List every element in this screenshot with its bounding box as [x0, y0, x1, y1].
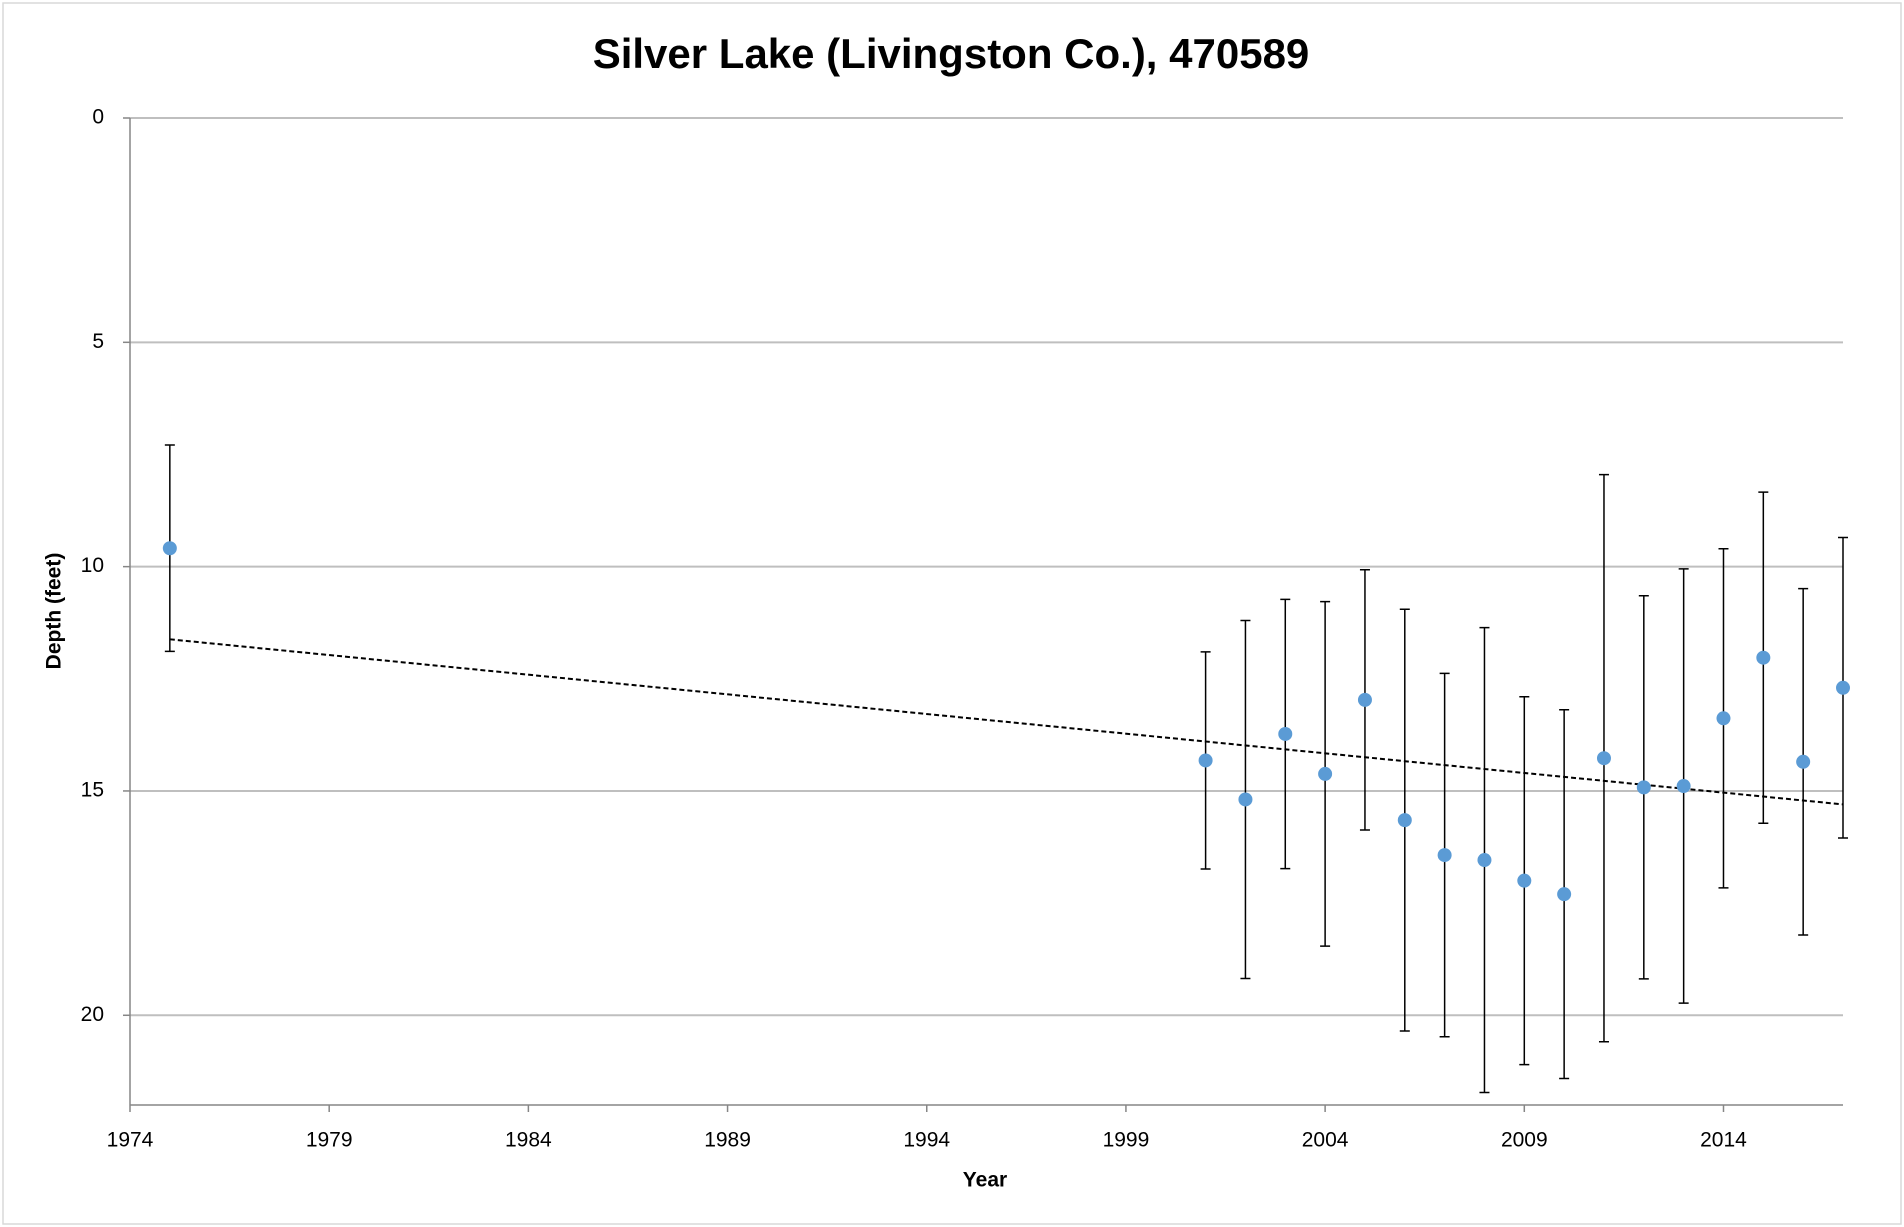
- data-point: [1557, 887, 1572, 902]
- y-tick-label: 20: [81, 1003, 104, 1026]
- data-point: [1477, 853, 1492, 868]
- data-point: [1836, 680, 1850, 695]
- x-tick-label: 1984: [505, 1129, 552, 1152]
- x-tick-label: 1979: [306, 1129, 353, 1152]
- data-point: [1636, 780, 1651, 795]
- chart-title: Silver Lake (Livingston Co.), 470589: [593, 30, 1310, 77]
- data-point: [162, 541, 177, 556]
- data-point: [1437, 848, 1452, 863]
- x-tick-label: 1999: [1103, 1129, 1150, 1152]
- x-tick-label: 1994: [903, 1129, 950, 1152]
- data-point: [1517, 873, 1532, 888]
- data-point: [1198, 753, 1213, 768]
- x-tick-label: 2004: [1302, 1129, 1349, 1152]
- x-tick-label: 1989: [704, 1129, 751, 1152]
- x-tick-label: 1974: [107, 1129, 154, 1152]
- y-tick-label: 0: [92, 106, 104, 129]
- y-tick-label: 5: [92, 330, 104, 353]
- data-point: [1676, 779, 1691, 794]
- data-point: [1716, 711, 1731, 726]
- y-tick-label: 10: [81, 554, 104, 577]
- y-axis-title: Depth (feet): [43, 553, 66, 670]
- data-point: [1357, 692, 1372, 707]
- data-point: [1596, 751, 1611, 766]
- data-point: [1397, 813, 1412, 828]
- data-point: [1756, 650, 1771, 665]
- data-point: [1238, 792, 1253, 807]
- data-point: [1796, 754, 1811, 769]
- y-tick-label: 15: [81, 779, 104, 802]
- data-point: [1278, 726, 1293, 741]
- data-point: [1318, 766, 1333, 781]
- x-tick-label: 2009: [1501, 1129, 1548, 1152]
- x-axis-title: Year: [963, 1169, 1007, 1192]
- x-tick-label: 2014: [1700, 1129, 1747, 1152]
